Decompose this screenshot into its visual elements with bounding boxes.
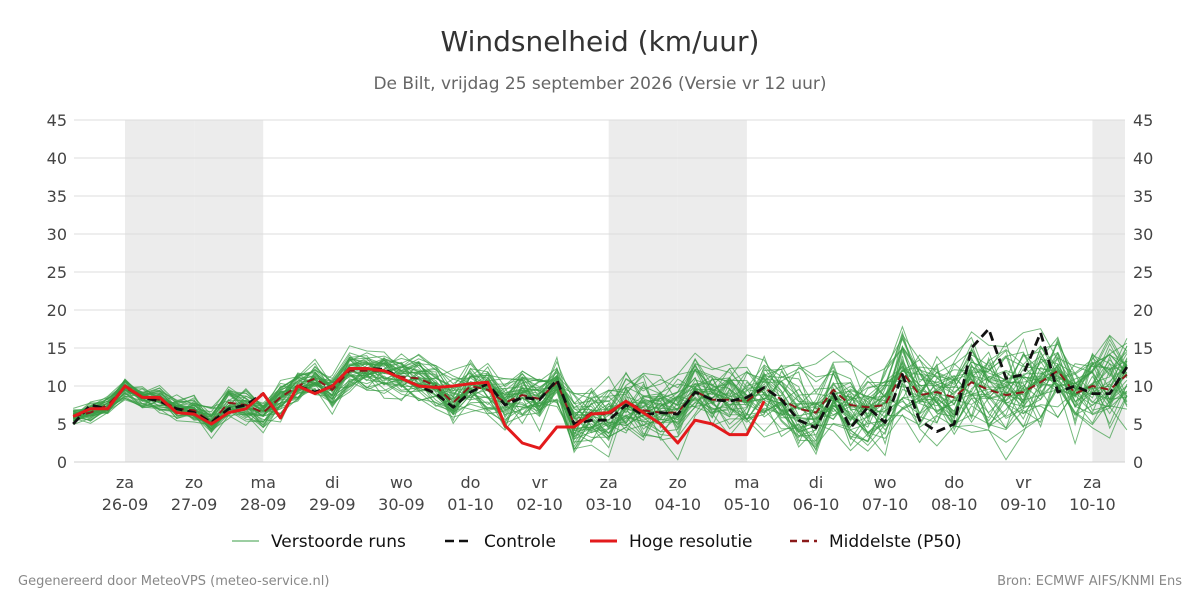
y-tick-label-left: 5	[57, 415, 67, 434]
ensemble-run-line	[73, 336, 1128, 440]
x-tick-day: do	[461, 473, 481, 492]
ensemble-runs	[72, 325, 1128, 461]
y-tick-label-left: 0	[57, 453, 67, 472]
y-tick-label-right: 0	[1133, 453, 1143, 472]
y-tick-label-left: 30	[47, 225, 67, 244]
x-tick-day: di	[325, 473, 340, 492]
legend: Verstoorde runs Controle Hoge resolutie Mid…	[232, 532, 962, 552]
x-tick-day: wo	[874, 473, 897, 492]
x-tick-date: 27-09	[171, 495, 218, 514]
x-tick-date: 26-09	[102, 495, 149, 514]
weekend-band	[1092, 120, 1125, 462]
footer-source: Bron: ECMWF AIFS/KNMI Ens	[997, 574, 1182, 589]
x-tick-date: 04-10	[655, 495, 702, 514]
y-tick-label-right: 40	[1133, 149, 1153, 168]
legend-label: Verstoorde runs	[271, 532, 406, 552]
x-tick-date: 08-10	[931, 495, 978, 514]
x-tick-date: 07-10	[862, 495, 909, 514]
x-tick-day: wo	[390, 473, 413, 492]
y-tick-label-left: 40	[47, 149, 67, 168]
footer-credit: Gegenereerd door MeteoVPS (meteo-service…	[18, 574, 329, 589]
y-tick-label-left: 25	[47, 263, 67, 282]
y-tick-label-right: 30	[1133, 225, 1153, 244]
chart-subtitle: De Bilt, vrijdag 25 september 2026 (Vers…	[373, 74, 826, 94]
y-tick-label-right: 20	[1133, 301, 1153, 320]
x-tick-date: 02-10	[516, 495, 563, 514]
x-tick-day: za	[600, 473, 618, 492]
y-tick-label-right: 15	[1133, 339, 1153, 358]
x-tick-day: za	[116, 473, 134, 492]
ensemble-run-line	[73, 325, 1128, 441]
x-tick-day: di	[809, 473, 824, 492]
ensemble-run-line	[72, 345, 1128, 452]
y-axis-left: 0 5 10 15 20 25 30 35 40 45	[47, 111, 67, 472]
y-tick-label-left: 20	[47, 301, 67, 320]
ensemble-run-line	[73, 341, 1128, 443]
x-tick-day: za	[1083, 473, 1101, 492]
y-tick-label-right: 35	[1133, 187, 1153, 206]
y-tick-label-right: 45	[1133, 111, 1153, 130]
control-line	[72, 327, 1129, 434]
x-tick-day: zo	[185, 473, 203, 492]
y-tick-label-left: 45	[47, 111, 67, 130]
y-axis-right: 0 5 10 15 20 25 30 35 40 45	[1133, 111, 1153, 472]
x-tick-date: 06-10	[793, 495, 840, 514]
chart-title: Windsnelheid (km/uur)	[441, 25, 760, 58]
x-tick-date: 28-09	[240, 495, 287, 514]
y-tick-label-right: 5	[1133, 415, 1143, 434]
ensemble-run-line	[72, 335, 1128, 428]
x-tick-date: 09-10	[1000, 495, 1047, 514]
legend-label: Controle	[484, 532, 556, 552]
y-tick-label-right: 25	[1133, 263, 1153, 282]
legend-label: Middelste (P50)	[829, 532, 962, 552]
legend-label: Hoge resolutie	[629, 532, 753, 552]
x-tick-day: vr	[532, 473, 548, 492]
x-axis: za 26-09 zo 27-09 ma 28-09 di 29-09 wo 30-09 do 01-…	[102, 473, 1116, 514]
ensemble-run-line	[73, 365, 1128, 451]
x-tick-day: zo	[669, 473, 687, 492]
main-series	[72, 327, 1129, 450]
ensemble-run-line	[73, 355, 1128, 454]
high-resolution-line	[72, 367, 766, 450]
y-tick-label-left: 15	[47, 339, 67, 358]
x-tick-date: 03-10	[585, 495, 632, 514]
y-tick-label-left: 10	[47, 377, 67, 396]
ensemble-run-line	[72, 353, 1128, 446]
y-tick-label-left: 35	[47, 187, 67, 206]
x-tick-day: ma	[734, 473, 759, 492]
x-tick-date: 10-10	[1069, 495, 1116, 514]
x-tick-day: do	[944, 473, 964, 492]
x-tick-day: vr	[1015, 473, 1031, 492]
x-tick-date: 29-09	[309, 495, 356, 514]
x-tick-date: 30-09	[378, 495, 425, 514]
x-tick-date: 05-10	[724, 495, 771, 514]
y-tick-label-right: 10	[1133, 377, 1153, 396]
x-tick-date: 01-10	[447, 495, 494, 514]
x-tick-day: ma	[251, 473, 276, 492]
